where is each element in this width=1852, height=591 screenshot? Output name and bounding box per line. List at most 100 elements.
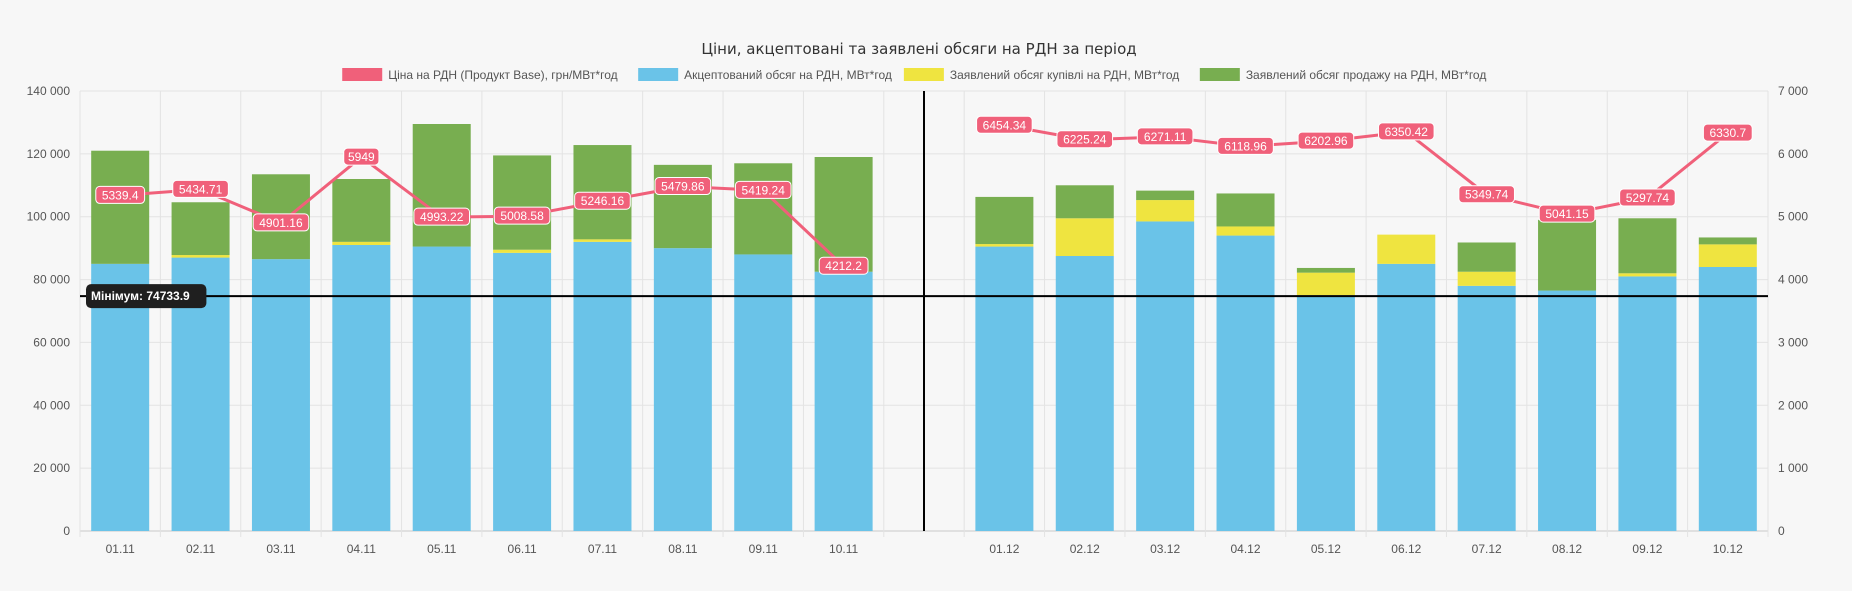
price-label-box [1619,188,1676,207]
x-tick-label: 10.12 [1713,542,1743,556]
bar-segment-1[interactable] [573,241,632,531]
bar-segment-2[interactable] [1698,244,1757,267]
y-left-tick-label: 80 000 [33,273,70,287]
bar-segment-1[interactable] [412,246,471,532]
bar-segment-2[interactable] [1136,200,1195,222]
minimum-label: Мінімум: 74733.9 [91,289,190,303]
legend-label[interactable]: Заявлений обсяг продажу на РДН, МВт*год [1246,68,1487,82]
bar-segment-1[interactable] [1618,276,1677,531]
bar-segment-1[interactable] [814,271,873,531]
bar-segment-3[interactable] [1698,237,1757,245]
y-left-tick-label: 60 000 [33,335,70,349]
y-right-tick-label: 1 000 [1778,461,1808,475]
bar-segment-3[interactable] [1618,218,1677,274]
price-label: 5479.86 [661,180,705,194]
price-label: 6330.7 [1709,126,1746,140]
bar-segment-2[interactable] [171,255,230,258]
legend-label[interactable]: Заявлений обсяг купівлі на РДН, МВт*год [950,68,1179,82]
bar-segment-1[interactable] [1136,221,1195,531]
bar-segment-1[interactable] [1296,295,1355,531]
price-label-box [1377,122,1435,141]
y-right-tick-label: 6 000 [1778,147,1808,161]
y-left-tick-label: 140 000 [27,84,71,98]
bar-segment-1[interactable] [1377,263,1436,531]
y-left-tick-label: 0 [63,524,70,538]
bar-segment-3[interactable] [1457,242,1516,272]
x-tick-label: 10.11 [829,542,858,556]
bar-segment-3[interactable] [171,202,230,256]
x-tick-label: 04.12 [1231,542,1261,556]
bar-segment-2[interactable] [1216,226,1275,236]
price-label: 5949 [348,150,375,164]
x-tick-label: 01.11 [106,542,135,556]
bar-segment-2[interactable] [1296,272,1355,296]
bar-segment-3[interactable] [975,196,1034,245]
price-label: 5434.71 [179,182,223,196]
bar-segment-3[interactable] [1216,193,1275,227]
price-label: 5339.4 [102,188,139,202]
x-tick-label: 06.11 [508,542,537,556]
price-label: 6350.42 [1385,125,1429,139]
bar-segment-3[interactable] [412,124,471,247]
price-label-box [574,191,631,210]
bar-segment-2[interactable] [1618,273,1677,277]
y-left-tick-label: 100 000 [27,210,71,224]
bar-segment-1[interactable] [1216,235,1275,532]
bar-segment-1[interactable] [251,259,310,531]
y-left-tick-label: 120 000 [27,147,71,161]
price-label: 5349.74 [1465,188,1509,202]
price-line-path [120,155,845,268]
price-label-box [1136,127,1194,146]
legend-label[interactable]: Ціна на РДН (Продукт Base), грн/МВт*год [388,68,617,82]
bar-segment-2[interactable] [1457,271,1516,286]
y-right-tick-label: 0 [1778,524,1785,538]
x-tick-label: 04.11 [347,542,376,556]
x-tick-label: 01.12 [989,542,1019,556]
price-label-box [1702,123,1753,142]
bar-segment-2[interactable] [493,249,552,253]
bar-segment-1[interactable] [332,245,391,531]
bar-segment-1[interactable] [975,246,1034,532]
bar-segment-3[interactable] [1296,267,1355,273]
price-label-box [1458,185,1515,204]
price-label-box [1297,131,1355,150]
price-label-box [976,115,1033,134]
price-line-path [1004,123,1729,216]
bar-segment-2[interactable] [975,244,1034,247]
bar-segment-2[interactable] [1055,218,1114,256]
bar-segment-3[interactable] [493,155,552,250]
bar-segment-2[interactable] [573,239,632,242]
legend-swatch [342,68,383,81]
bar-segment-3[interactable] [814,157,873,272]
price-label: 6271.11 [1144,130,1187,144]
bar-segment-2[interactable] [332,241,391,245]
bar-segment-3[interactable] [1055,185,1114,219]
bar-segment-3[interactable] [1136,190,1195,201]
price-label-box [413,207,471,226]
bar-segment-1[interactable] [734,254,793,531]
x-tick-label: 07.11 [588,542,617,556]
bar-segment-1[interactable] [1698,267,1757,531]
x-tick-label: 08.11 [668,542,697,556]
legend: Ціна на РДН (Продукт Base), грн/МВт*год А… [342,68,1486,82]
bar-segment-1[interactable] [1055,256,1114,531]
bar-segment-1[interactable] [653,248,712,531]
legend-label[interactable]: Акцептований обсяг на РДН, МВт*год [684,68,892,82]
bar-segment-1[interactable] [493,252,552,531]
x-tick-label: 05.12 [1311,542,1341,556]
bar-segment-3[interactable] [1538,219,1597,291]
bar-segment-3[interactable] [91,150,150,264]
bar-segment-1[interactable] [91,263,150,531]
bar-segment-1[interactable] [1538,290,1597,531]
price-label: 4901.16 [259,216,303,230]
y-right-tick-label: 5 000 [1778,210,1808,224]
price-label-box [1538,204,1596,223]
x-tick-label: 07.12 [1472,542,1502,556]
bar-segment-3[interactable] [332,179,391,242]
minimum-line: Мінімум: 74733.9 [80,284,1768,309]
bar-segment-1[interactable] [1457,285,1516,531]
price-label: 6202.96 [1304,134,1348,148]
bar-segment-2[interactable] [1377,234,1436,264]
y-left-tick-label: 40 000 [33,398,70,412]
